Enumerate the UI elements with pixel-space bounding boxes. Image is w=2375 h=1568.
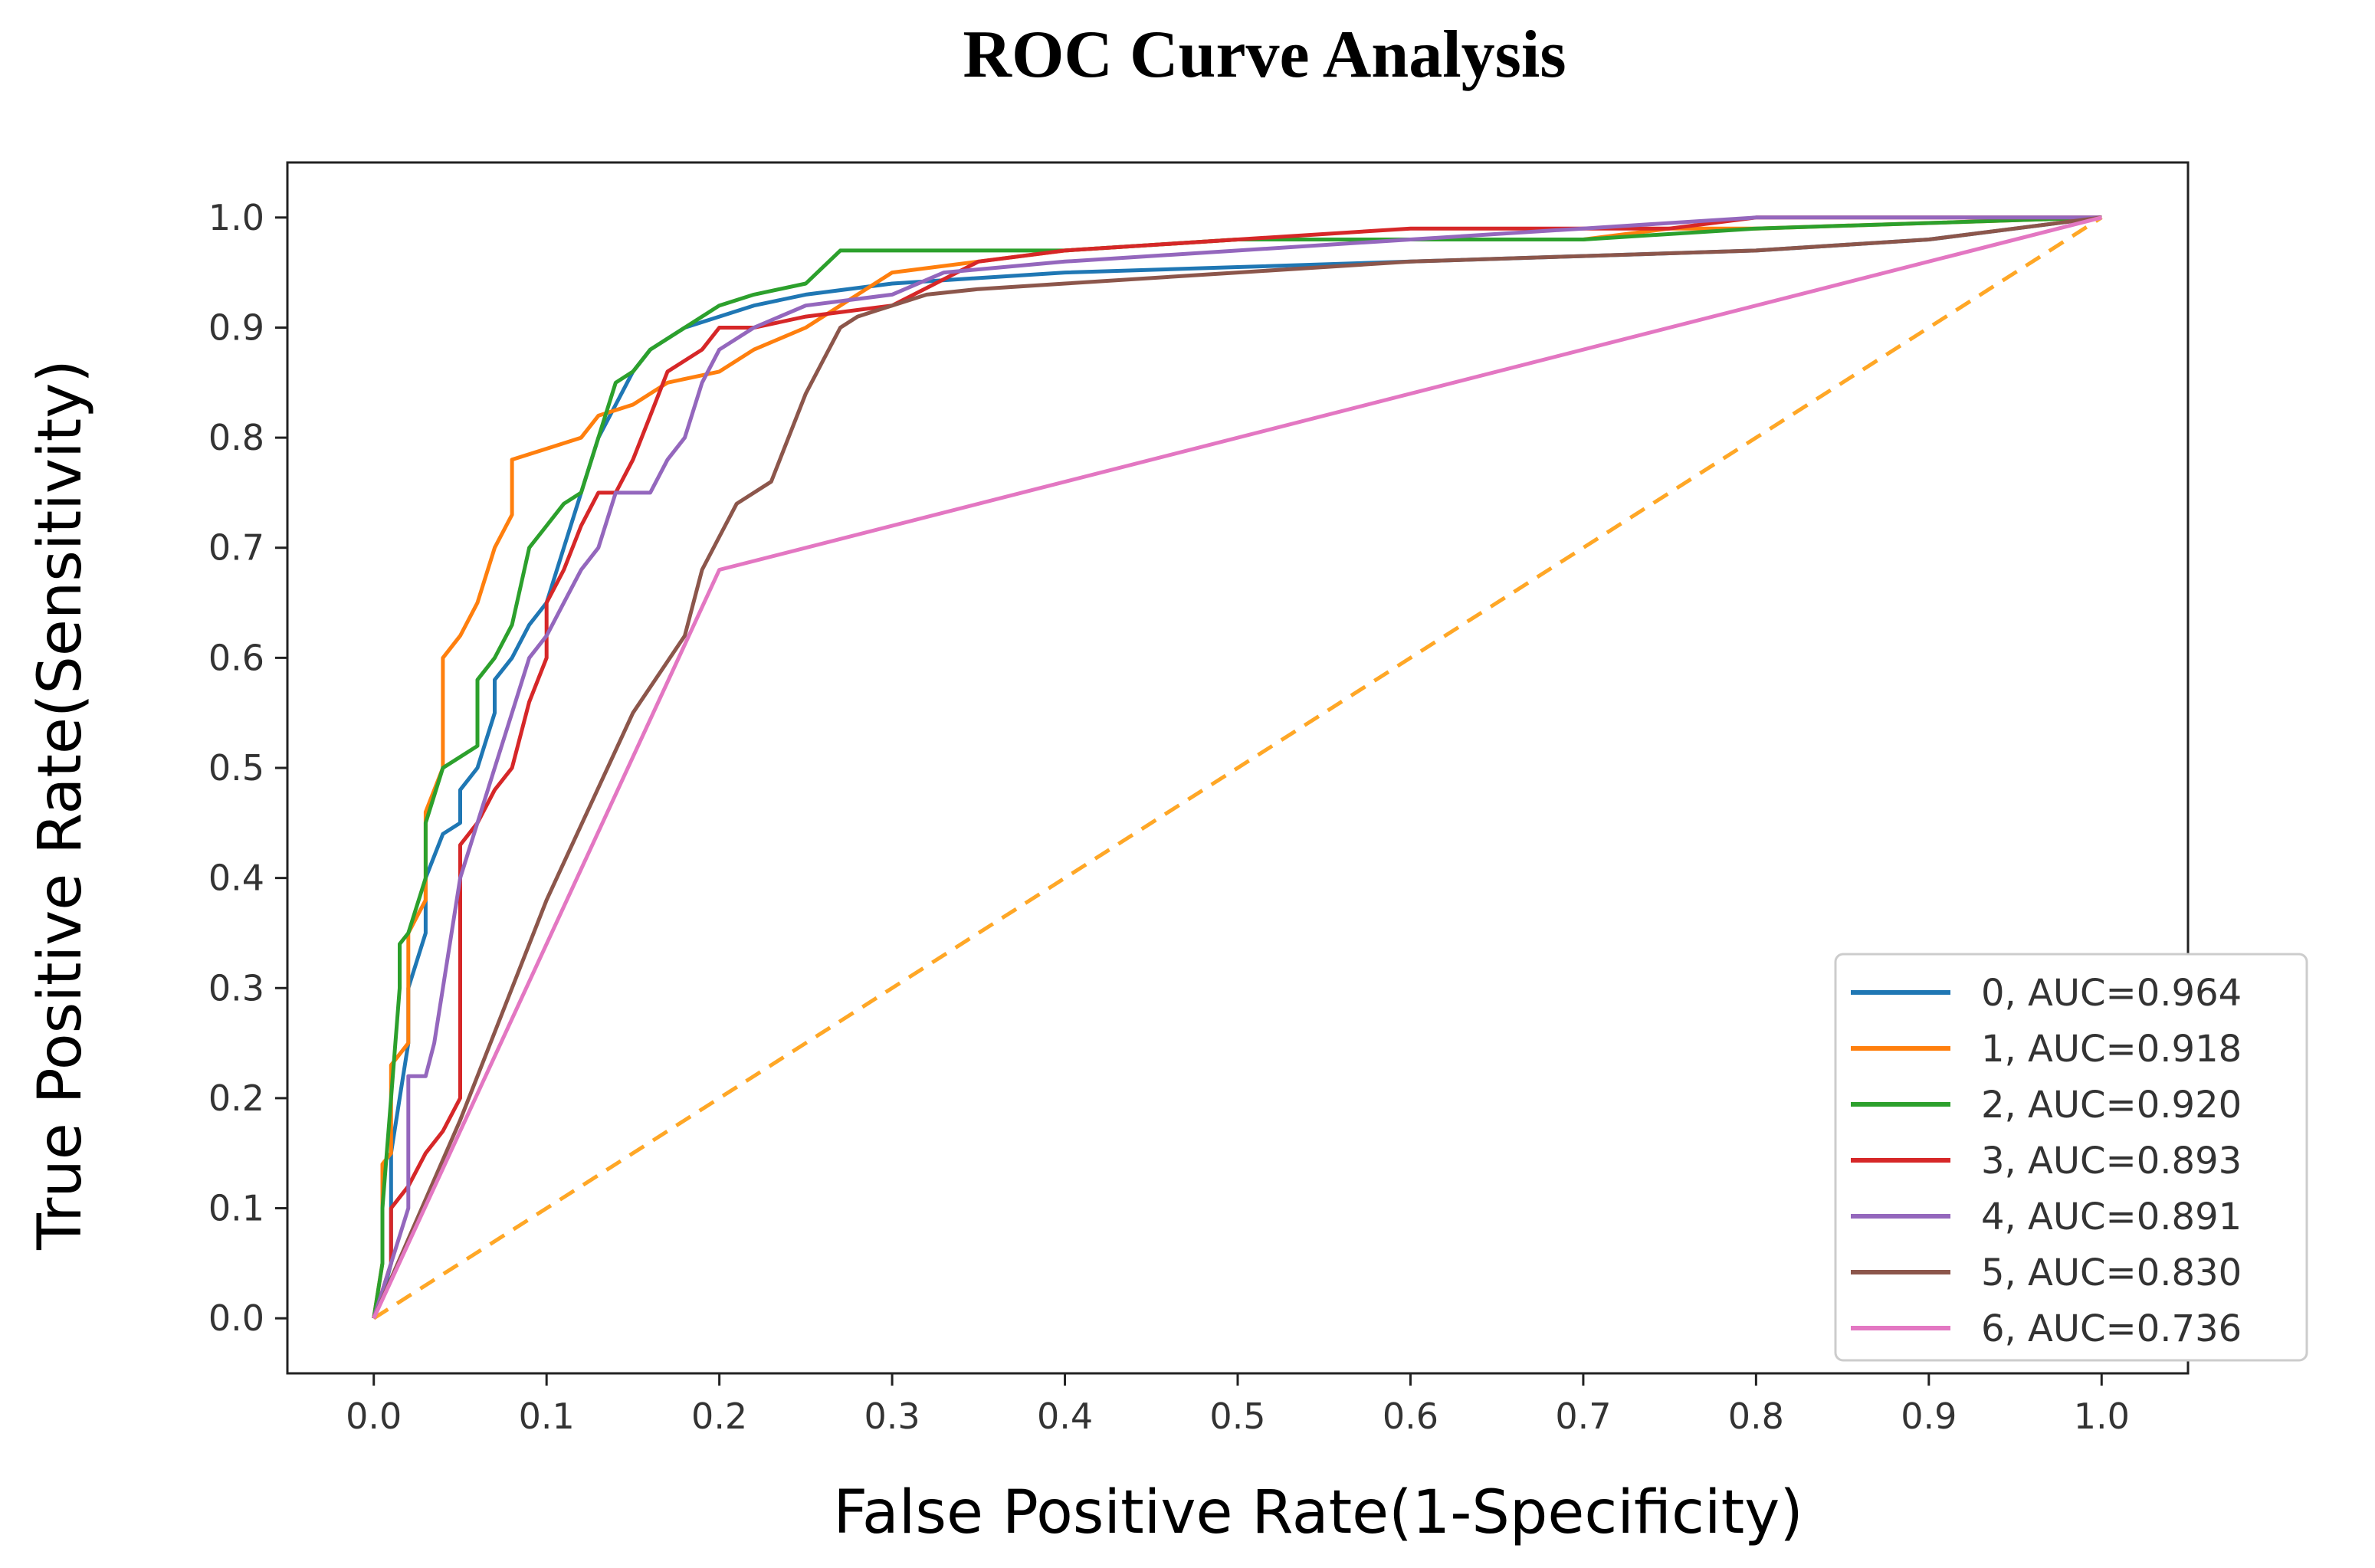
y-tick-label: 0.5 (208, 747, 264, 789)
x-tick-label: 0.8 (1728, 1396, 1784, 1437)
x-tick-label: 0.9 (1901, 1396, 1957, 1437)
x-tick-label: 0.7 (1555, 1396, 1611, 1437)
series-line-0 (372, 215, 2102, 1320)
x-tick-label: 0.4 (1037, 1396, 1093, 1437)
legend-label-6: 6, AUC=0.736 (1981, 1307, 2242, 1350)
x-tick-label: 0.0 (346, 1396, 402, 1437)
reference-diagonal (372, 215, 2103, 1320)
legend-label-5: 5, AUC=0.830 (1981, 1251, 2242, 1294)
legend-label-2: 2, AUC=0.920 (1981, 1084, 2242, 1127)
x-tick-label: 0.6 (1383, 1396, 1438, 1437)
x-tick-label: 0.3 (864, 1396, 920, 1437)
y-axis-label: True Positive Rate(Sensitivity) (26, 359, 95, 1251)
series-group (372, 215, 2102, 1320)
series-line-4 (372, 215, 2102, 1319)
y-tick-label: 0.0 (208, 1297, 264, 1339)
y-tick-label: 0.2 (208, 1078, 264, 1119)
y-axis-ticks: 0.0 0.1 0.2 0.3 0.4 0.5 0.6 0.7 0.8 0.9 1.0 (208, 197, 287, 1339)
series-line-5 (372, 215, 2102, 1320)
series-line-6 (372, 215, 2102, 1320)
y-tick-label: 0.8 (208, 417, 264, 458)
y-tick-label: 1.0 (208, 197, 264, 238)
y-tick-label: 0.6 (208, 637, 264, 678)
y-tick-label: 0.7 (208, 527, 264, 569)
legend-label-1: 1, AUC=0.918 (1981, 1028, 2242, 1071)
legend-label-0: 0, AUC=0.964 (1981, 972, 2242, 1015)
x-axis-label: False Positive Rate(1-Specificity) (833, 1478, 1803, 1547)
y-tick-label: 0.4 (208, 858, 264, 899)
y-tick-label: 0.3 (208, 967, 264, 1009)
x-tick-label: 0.1 (519, 1396, 575, 1437)
legend: 0, AUC=0.964 1, AUC=0.918 2, AUC=0.920 3, A… (1834, 953, 2308, 1362)
y-tick-label: 0.1 (208, 1188, 264, 1229)
legend-items: 0, AUC=0.964 1, AUC=0.918 2, AUC=0.920 3, A… (1851, 972, 2242, 1350)
x-tick-label: 1.0 (2074, 1396, 2130, 1437)
y-tick-label: 0.9 (208, 307, 264, 348)
x-axis-ticks: 0.0 0.1 0.2 0.3 0.4 0.5 0.6 0.7 0.8 0.9 1.0 (346, 1373, 2130, 1437)
plot-area: 0.0 0.1 0.2 0.3 0.4 0.5 0.6 0.7 0.8 0.9 1.0 0.0 0.1… (208, 161, 2190, 1437)
legend-label-4: 4, AUC=0.891 (1981, 1196, 2242, 1238)
x-tick-label: 0.5 (1209, 1396, 1265, 1437)
legend-label-3: 3, AUC=0.893 (1981, 1140, 2242, 1183)
chart-title: ROC Curve Analysis (963, 18, 1566, 92)
x-tick-label: 0.2 (691, 1396, 747, 1437)
legend-box (1834, 953, 2308, 1362)
